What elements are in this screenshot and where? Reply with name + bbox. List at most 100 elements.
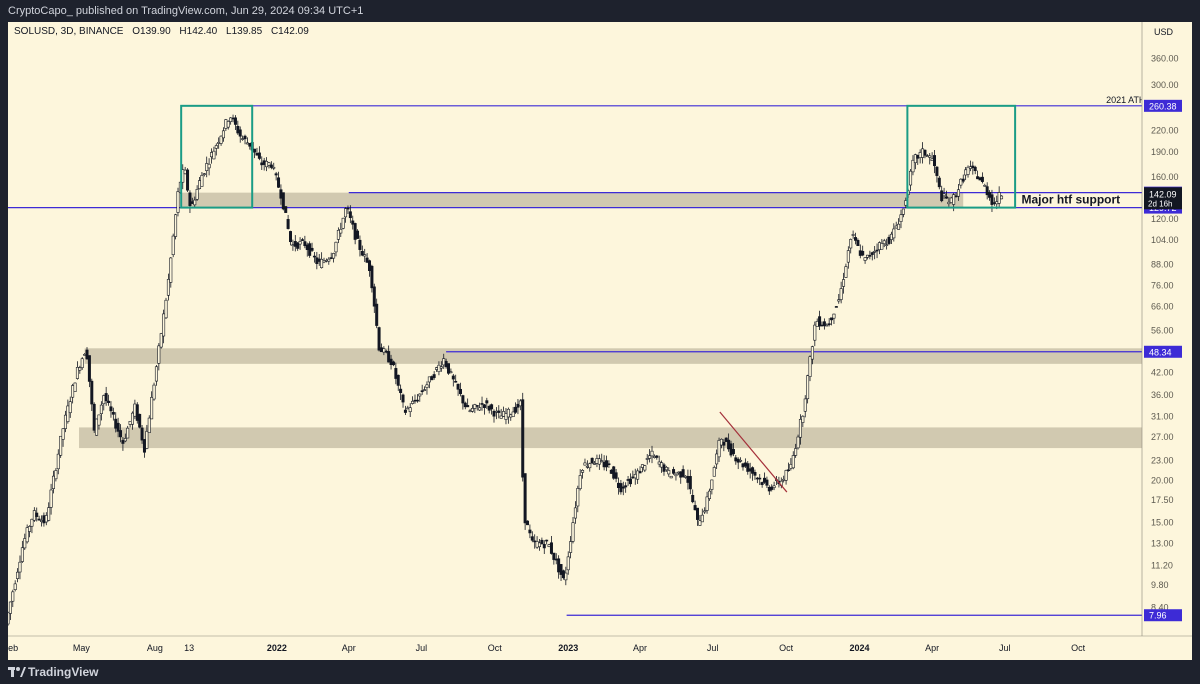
candle-up	[918, 152, 922, 158]
candle-down	[624, 485, 628, 488]
candle-up	[894, 225, 898, 229]
publisher-text: CryptoCapo_ published on TradingView.com…	[8, 5, 364, 17]
candle-up	[583, 462, 587, 466]
candle-down	[691, 495, 695, 503]
price-tag-label: 260.38	[1149, 101, 1177, 111]
candle-down	[413, 399, 417, 402]
candle-up	[145, 431, 149, 449]
candle-up	[44, 515, 48, 523]
candle-up	[873, 250, 877, 253]
candle-down	[542, 544, 546, 549]
candle-down	[447, 363, 451, 374]
candle-down	[602, 461, 606, 468]
candle-down	[954, 195, 958, 198]
candle-down	[87, 355, 91, 382]
time-tick-label: 2022	[267, 643, 287, 653]
candle-up	[995, 201, 999, 205]
price-axis-bg	[1142, 22, 1192, 636]
candle-up	[344, 208, 348, 218]
candle-up	[202, 173, 206, 175]
candle-down	[765, 479, 769, 486]
candle-down	[492, 410, 496, 417]
candle-up	[633, 474, 637, 479]
candle-up	[588, 463, 592, 469]
candle-down	[233, 117, 237, 125]
candle-down	[767, 486, 771, 492]
candle-down	[724, 437, 728, 442]
candle-up	[865, 254, 869, 258]
candle-down	[190, 201, 194, 204]
candle-down	[755, 477, 759, 480]
candle-up	[473, 404, 477, 409]
candle-down	[729, 443, 733, 456]
candle-up	[564, 572, 568, 581]
chart-panel[interactable]: 2021 ATH Major htf support USD 360.00 300.00…	[8, 22, 1192, 660]
candle-down	[377, 327, 381, 351]
price-tag-label: 48.34	[1149, 347, 1172, 357]
candle-up	[509, 414, 513, 418]
time-tick-label: Feb	[8, 643, 18, 653]
candle-up	[11, 591, 15, 602]
candle-up	[504, 413, 508, 420]
candle-down	[389, 358, 393, 365]
candle-up	[535, 541, 539, 548]
candle-up	[710, 479, 714, 490]
candle-down	[561, 570, 565, 579]
candle-up	[652, 455, 656, 458]
candle-down	[944, 196, 948, 199]
candle-down	[231, 117, 235, 120]
candle-down	[763, 477, 767, 483]
candle-down	[590, 457, 594, 464]
candle-down	[293, 241, 297, 247]
candle-down	[368, 260, 372, 271]
candle-down	[662, 464, 666, 472]
candle-down	[830, 317, 834, 321]
candle-down	[312, 255, 316, 258]
candle-down	[444, 361, 448, 368]
candle-down	[107, 400, 111, 403]
candle-up	[791, 455, 795, 469]
candle-down	[370, 265, 374, 289]
candle-down	[138, 413, 142, 428]
support-zone	[84, 348, 1142, 364]
candle-up	[676, 471, 680, 474]
open-value: O139.90	[132, 26, 171, 37]
candle-down	[822, 321, 826, 327]
candle-down	[856, 240, 860, 246]
candle-down	[257, 152, 261, 159]
candle-down	[612, 466, 616, 479]
candle-down	[743, 462, 747, 467]
price-chart[interactable]: 2021 ATH Major htf support USD 360.00 300.00…	[8, 22, 1192, 660]
candle-down	[482, 404, 486, 408]
candle-down	[236, 125, 240, 134]
candle-up	[537, 542, 541, 548]
candle-up	[571, 522, 575, 542]
candle-up	[597, 458, 601, 465]
candle-down	[753, 471, 757, 476]
candle-up	[700, 514, 704, 523]
candle-up	[13, 583, 17, 590]
candle-up	[839, 288, 843, 300]
candle-down	[614, 472, 618, 479]
candle-up	[327, 258, 331, 262]
candle-up	[334, 241, 338, 253]
candle-up	[794, 448, 798, 456]
candle-up	[226, 121, 230, 128]
candle-up	[47, 507, 51, 521]
candle-up	[28, 526, 32, 532]
candle-up	[952, 194, 956, 205]
candle-down	[760, 482, 764, 485]
candle-down	[545, 539, 549, 542]
candle-down	[279, 189, 283, 199]
candle-up	[966, 166, 970, 175]
candle-up	[578, 475, 582, 489]
candle-up	[810, 346, 814, 360]
candle-up	[844, 266, 848, 278]
candle-up	[499, 415, 503, 419]
candle-up	[949, 197, 953, 203]
low-value: L139.85	[226, 26, 263, 37]
candle-down	[289, 231, 293, 243]
time-tick-label: 13	[184, 643, 194, 653]
candle-down	[990, 194, 994, 205]
candle-up	[174, 214, 178, 237]
